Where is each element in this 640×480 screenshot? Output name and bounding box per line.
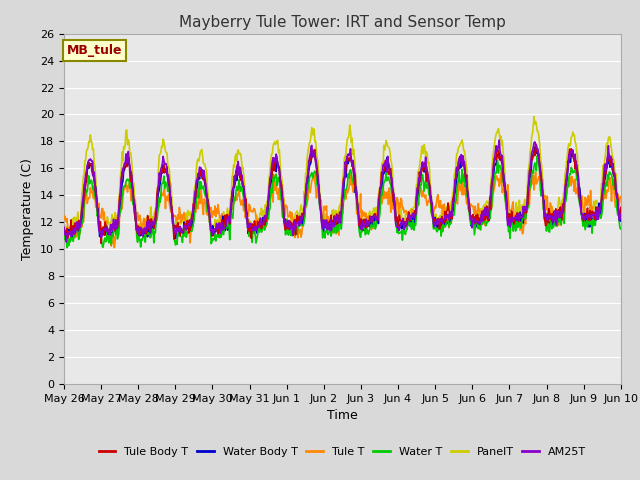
AM25T xyxy=(60,224,68,230)
Water Body T xyxy=(127,172,135,178)
Tule T xyxy=(428,210,435,216)
Text: MB_tule: MB_tule xyxy=(67,44,122,57)
PanelT xyxy=(530,114,538,120)
Tule Body T xyxy=(411,208,419,214)
Water T xyxy=(411,221,419,227)
Tule Body T xyxy=(128,184,136,190)
Tule T xyxy=(214,202,222,207)
AM25T xyxy=(495,137,503,143)
Tule T xyxy=(70,228,78,234)
PanelT xyxy=(61,232,69,238)
Tule Body T xyxy=(70,231,78,237)
Water T xyxy=(128,192,136,198)
Water Body T xyxy=(214,224,222,230)
PanelT xyxy=(128,164,136,170)
Water T xyxy=(71,233,79,239)
Tule Body T xyxy=(214,231,222,237)
Water T xyxy=(428,207,435,213)
AM25T xyxy=(428,199,435,205)
Line: PanelT: PanelT xyxy=(64,117,621,235)
PanelT xyxy=(428,185,435,191)
Water Body T xyxy=(428,194,435,200)
Water T xyxy=(533,153,541,159)
Tule Body T xyxy=(532,141,540,147)
Line: AM25T: AM25T xyxy=(64,140,621,242)
PanelT xyxy=(185,212,193,218)
Tule T xyxy=(532,169,540,175)
Legend: Tule Body T, Water Body T, Tule T, Water T, PanelT, AM25T: Tule Body T, Water Body T, Tule T, Water… xyxy=(94,442,591,461)
Tule Body T xyxy=(185,230,193,236)
Tule Body T xyxy=(60,227,68,233)
AM25T xyxy=(411,212,419,217)
Tule T xyxy=(617,194,625,200)
AM25T xyxy=(185,222,193,228)
Line: Water T: Water T xyxy=(64,156,621,248)
Line: Tule Body T: Tule Body T xyxy=(64,144,621,243)
Water T xyxy=(60,231,68,237)
AM25T xyxy=(617,211,625,217)
Tule T xyxy=(60,216,68,222)
PanelT xyxy=(60,221,68,227)
AM25T xyxy=(71,230,79,236)
Water T xyxy=(214,234,222,240)
Title: Mayberry Tule Tower: IRT and Sensor Temp: Mayberry Tule Tower: IRT and Sensor Temp xyxy=(179,15,506,30)
Water Body T xyxy=(531,144,539,150)
PanelT xyxy=(214,224,222,229)
AM25T xyxy=(214,225,222,230)
Tule Body T xyxy=(428,200,435,205)
Line: Water Body T: Water Body T xyxy=(64,147,621,239)
Water Body T xyxy=(411,222,419,228)
Tule Body T xyxy=(97,240,105,246)
PanelT xyxy=(71,216,79,222)
Tule T xyxy=(128,189,136,194)
PanelT xyxy=(411,203,419,209)
AM25T xyxy=(63,239,70,245)
Water T xyxy=(617,226,625,232)
Tule T xyxy=(411,209,419,215)
Tule T xyxy=(111,245,118,251)
Tule Body T xyxy=(617,204,625,210)
Line: Tule T: Tule T xyxy=(64,172,621,248)
Water T xyxy=(185,229,193,235)
Water Body T xyxy=(172,236,179,241)
Water Body T xyxy=(60,234,68,240)
PanelT xyxy=(617,211,625,217)
AM25T xyxy=(128,182,136,188)
Water Body T xyxy=(70,230,78,236)
Y-axis label: Temperature (C): Temperature (C) xyxy=(22,158,35,260)
Water T xyxy=(63,245,71,251)
Water Body T xyxy=(185,226,193,232)
X-axis label: Time: Time xyxy=(327,409,358,422)
Tule T xyxy=(185,223,193,229)
Water Body T xyxy=(617,215,625,221)
